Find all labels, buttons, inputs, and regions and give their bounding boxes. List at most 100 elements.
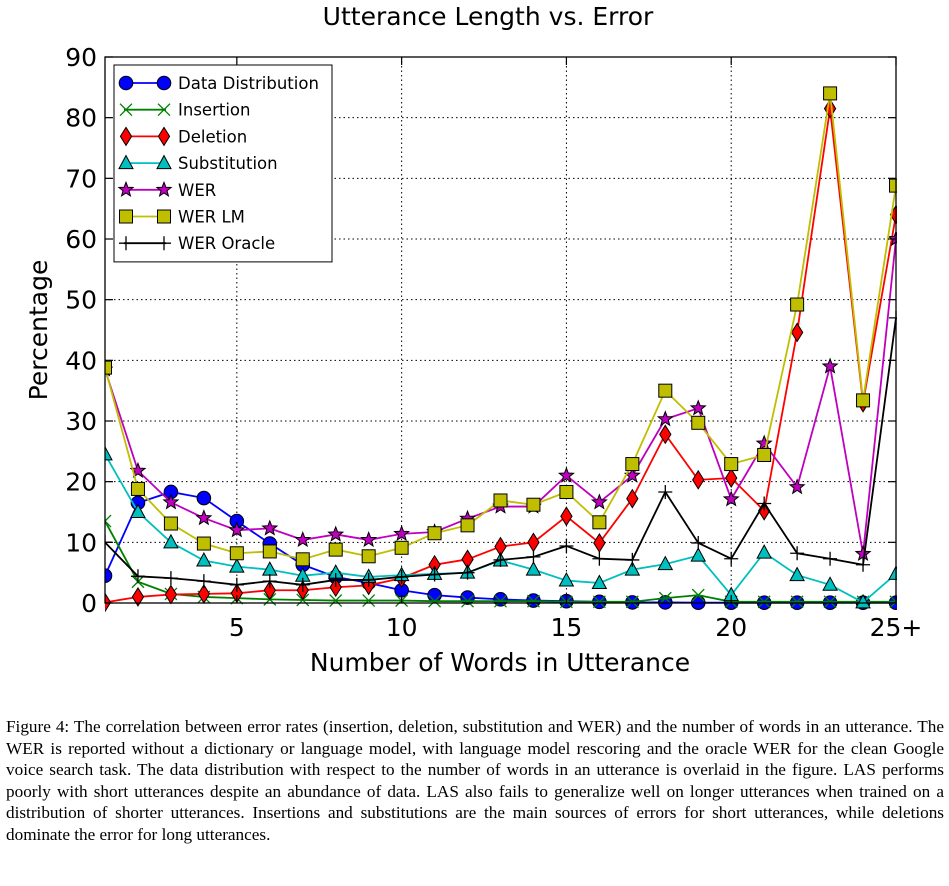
data-point-insertion [428, 594, 442, 608]
y-axis-label: Percentage [24, 260, 53, 401]
data-point-wer-oracle [592, 551, 607, 566]
data-point-wer [327, 525, 345, 542]
y-tick-label: 10 [65, 528, 97, 557]
data-point-substitution [657, 555, 674, 571]
data-point-wer-lm [493, 493, 508, 508]
data-point-wer-oracle [262, 574, 277, 589]
data-point-wer [689, 399, 707, 416]
chart-figure: Utterance Length vs. Error Number of Wor… [24, 2, 923, 677]
legend-label: Data Distribution [178, 74, 319, 93]
data-point-wer [755, 434, 773, 451]
series-wer-oracle [105, 310, 897, 592]
data-point-data-distribution [105, 568, 113, 583]
data-point-substitution [130, 503, 146, 518]
data-point-wer [393, 524, 411, 542]
data-point-wer-lm [262, 544, 277, 559]
data-point-substitution [228, 558, 245, 573]
data-point-wer-lm [559, 484, 574, 499]
legend-marker [119, 236, 133, 251]
legend-marker [119, 209, 133, 224]
legend-entry-insertion: Insertion [119, 101, 250, 120]
data-point-insertion [790, 595, 804, 609]
legend-label: Deletion [178, 127, 247, 146]
data-point-insertion [329, 594, 343, 608]
y-tick-label: 80 [65, 104, 97, 133]
data-point-wer-oracle [295, 577, 310, 592]
legend-entry-data-distribution: Data Distribution [118, 74, 319, 93]
data-point-wer-oracle [394, 569, 409, 584]
data-point-deletion [626, 488, 639, 509]
data-point-data-distribution [427, 587, 442, 603]
data-point-wer-lm [105, 360, 112, 375]
data-point-wer-lm [592, 515, 607, 530]
data-point-wer [854, 544, 872, 562]
data-point-deletion [527, 532, 540, 553]
data-point-wer-oracle [559, 538, 574, 553]
data-point-wer-lm [196, 536, 211, 551]
data-point-wer-oracle [724, 551, 739, 566]
data-point-wer-lm [361, 549, 376, 564]
data-point-substitution [558, 571, 575, 587]
y-tick-label: 60 [65, 225, 97, 254]
data-point-insertion [658, 591, 672, 605]
data-point-wer-lm [526, 497, 541, 512]
legend-label: WER [178, 181, 216, 200]
data-point-wer [360, 531, 378, 548]
legend-entry-wer: WER [117, 181, 216, 200]
data-point-wer [228, 521, 246, 538]
data-point-substitution [822, 576, 838, 591]
legend-marker [156, 75, 172, 91]
data-point-wer-oracle [823, 551, 838, 566]
data-point-wer [557, 466, 575, 483]
data-point-wer-oracle [427, 567, 442, 582]
data-point-wer-lm [625, 457, 640, 472]
data-point-wer-oracle [361, 572, 376, 587]
legend: Data Distribution Insertion Deletion Substi… [113, 64, 333, 263]
y-tick-label: 30 [65, 407, 97, 436]
legend-marker [157, 209, 171, 224]
x-axis-label: Number of Words in Utterance [310, 648, 690, 677]
data-point-deletion [659, 424, 672, 445]
data-point-substitution [624, 561, 641, 576]
y-tick-label: 0 [81, 589, 97, 618]
data-point-wer-oracle [757, 496, 772, 511]
data-point-wer-oracle [163, 571, 178, 586]
legend-entry-substitution: Substitution [118, 154, 278, 173]
data-point-wer-lm [427, 526, 442, 541]
data-point-wer [656, 410, 674, 427]
data-point-wer-oracle [526, 549, 541, 564]
data-point-deletion [560, 506, 573, 527]
series-wer-lm [105, 86, 897, 567]
legend-entry-deletion: Deletion [119, 126, 247, 146]
data-point-wer-lm [460, 518, 475, 533]
data-point-wer-oracle [856, 557, 871, 572]
data-point-wer-oracle [625, 552, 640, 567]
data-point-wer-oracle [196, 574, 211, 589]
data-point-insertion [494, 594, 507, 608]
data-point-deletion [790, 322, 804, 343]
legend-label: Substitution [178, 154, 278, 173]
data-point-wer-lm [394, 540, 409, 555]
legend-label: WER Oracle [178, 234, 275, 253]
data-point-deletion [164, 584, 178, 605]
series-wer [105, 230, 897, 562]
data-point-wer-oracle [130, 569, 145, 584]
data-point-wer [821, 357, 839, 374]
x-tick-label: 25+ [870, 613, 923, 642]
legend-label: Insertion [178, 101, 250, 120]
data-point-data-distribution [460, 590, 475, 605]
data-point-wer-lm [724, 457, 739, 472]
data-point-insertion [362, 594, 376, 608]
line-chart: Utterance Length vs. Error Number of Wor… [24, 2, 923, 677]
data-point-substitution [105, 445, 113, 461]
data-point-wer-oracle [691, 535, 706, 550]
data-point-wer-lm [328, 542, 343, 557]
data-point-data-distribution [196, 490, 212, 506]
data-point-deletion [725, 468, 738, 488]
data-point-wer-lm [295, 552, 310, 567]
data-point-wer-lm [130, 481, 145, 496]
legend-marker [157, 103, 171, 117]
legend-label: WER LM [178, 208, 245, 227]
data-point-wer [590, 493, 608, 510]
data-point-data-distribution [493, 592, 508, 607]
